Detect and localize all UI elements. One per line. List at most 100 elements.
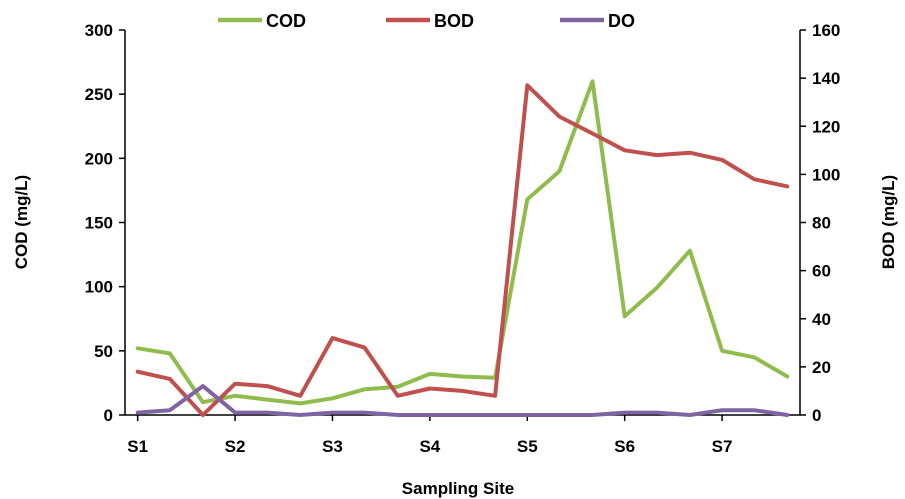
- legend-item-cod: COD: [218, 11, 306, 31]
- cod-data-point: [168, 351, 172, 355]
- left-tick-label: 100: [85, 278, 113, 297]
- legend-label: BOD: [434, 11, 474, 31]
- legend-item-bod: BOD: [386, 11, 474, 31]
- cod-data-point: [428, 372, 432, 376]
- cod-data-point: [752, 355, 756, 359]
- cod-data-point: [396, 385, 400, 389]
- bod-data-point: [752, 177, 756, 181]
- cod-data-point: [233, 394, 237, 398]
- right-tick-label: 0: [812, 406, 821, 425]
- bod-data-point: [591, 131, 595, 135]
- left-axis-title: COD (mg/L): [12, 175, 31, 269]
- do-data-point: [428, 413, 432, 417]
- right-tick-label: 140: [812, 69, 840, 88]
- left-tick-label: 250: [85, 85, 113, 104]
- do-data-point: [493, 413, 497, 417]
- right-tick-label: 100: [812, 165, 840, 184]
- bod-data-point: [298, 394, 302, 398]
- x-tick-label: S4: [419, 437, 440, 456]
- do-data-point: [591, 413, 595, 417]
- cod-data-point: [655, 286, 659, 290]
- right-tick-label: 60: [812, 262, 831, 281]
- right-tick-label: 80: [812, 214, 831, 233]
- x-tick-label: S1: [127, 437, 148, 456]
- cod-data-point: [136, 346, 140, 350]
- right-y-axis: 0 20 40 60 80 100 120 140 160: [799, 21, 840, 425]
- bod-data-point: [557, 115, 561, 119]
- bod-data-point: [136, 370, 140, 374]
- cod-data-point: [623, 314, 627, 318]
- cod-data-point: [265, 398, 269, 402]
- right-tick-label: 160: [812, 21, 840, 40]
- do-data-point: [330, 411, 334, 415]
- cod-data-point: [330, 396, 334, 400]
- right-axis-title: BOD (mg/L): [879, 175, 898, 269]
- bod-data-point: [493, 394, 497, 398]
- cod-data-point: [460, 375, 464, 378]
- do-data-point: [201, 384, 205, 388]
- right-tick-label: 20: [812, 358, 831, 377]
- left-tick-label: 300: [85, 21, 113, 40]
- x-tick-label: S6: [614, 437, 635, 456]
- cod-data-point: [688, 249, 692, 253]
- do-data-point: [720, 408, 724, 412]
- bod-data-point: [201, 413, 205, 417]
- cod-data-point: [720, 349, 724, 353]
- do-data-point: [752, 408, 756, 412]
- cod-data-point: [557, 169, 561, 173]
- x-axis-title: Sampling Site: [402, 479, 514, 498]
- x-axis: S1 S2 S3 S4 S5 S6 S7: [125, 414, 800, 456]
- legend-item-do: DO: [560, 11, 635, 31]
- legend-label: DO: [608, 11, 635, 31]
- do-data-point: [363, 411, 367, 415]
- bod-data-point: [720, 158, 724, 162]
- left-tick-label: 0: [104, 406, 113, 425]
- do-data-point: [233, 411, 237, 415]
- bod-data-point: [525, 83, 529, 87]
- do-data-point: [525, 413, 529, 417]
- cod-data-point: [363, 387, 367, 391]
- bod-data-point: [233, 382, 237, 386]
- x-tick-label: S2: [225, 437, 246, 456]
- do-data-point: [785, 413, 789, 417]
- bod-data-point: [265, 384, 269, 388]
- bod-data-point: [688, 151, 692, 155]
- left-tick-label: 150: [85, 214, 113, 233]
- cod-series-line: [135, 79, 790, 406]
- bod-data-point: [428, 387, 432, 391]
- legend: COD BOD DO: [218, 11, 635, 31]
- do-data-point: [623, 411, 627, 415]
- bod-data-point: [396, 394, 400, 398]
- bod-data-point: [330, 336, 334, 340]
- bod-data-point: [655, 153, 659, 157]
- series-layer: [135, 79, 790, 417]
- left-tick-label: 200: [85, 149, 113, 168]
- do-data-point: [655, 411, 659, 415]
- do-data-point: [396, 413, 400, 417]
- bod-data-point: [363, 346, 367, 350]
- left-y-axis: 0 50 100 150 200 250 300: [85, 21, 126, 425]
- bod-data-point: [785, 184, 789, 188]
- bod-data-point: [623, 148, 627, 152]
- do-data-point: [688, 413, 692, 417]
- right-tick-label: 120: [812, 117, 840, 136]
- x-tick-label: S7: [712, 437, 733, 456]
- legend-label: COD: [266, 11, 306, 31]
- do-data-point: [168, 408, 172, 412]
- x-tick-label: S5: [517, 437, 538, 456]
- bod-data-point: [460, 389, 464, 393]
- do-data-point: [557, 413, 561, 417]
- x-tick-label: S3: [322, 437, 343, 456]
- cod-data-point: [298, 401, 302, 405]
- right-tick-label: 40: [812, 310, 831, 329]
- do-data-point: [460, 413, 464, 417]
- left-tick-label: 50: [94, 342, 113, 361]
- do-data-point: [136, 411, 140, 415]
- do-data-point: [298, 413, 302, 417]
- cod-data-point: [201, 400, 205, 404]
- do-data-point: [265, 411, 269, 415]
- cod-data-point: [785, 375, 789, 378]
- bod-data-point: [168, 377, 172, 381]
